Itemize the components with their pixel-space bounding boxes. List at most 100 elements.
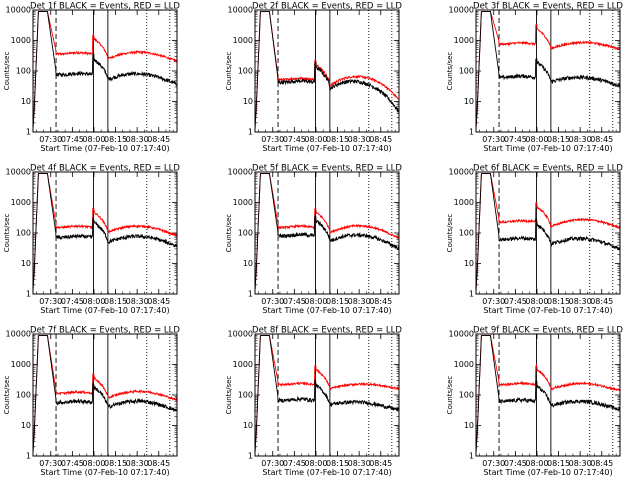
y-axis-label: Counts/sec [3,376,11,415]
y-tick-label: 100 [238,229,253,238]
y-tick-label: 1 [26,452,31,461]
x-tick-label: 07:30 [261,297,284,306]
y-tick-label: 10000 [6,330,31,339]
panel-title: Det 1f BLACK = Events, RED = LLD [30,2,180,12]
plot-frame [32,171,178,295]
y-tick-label: 1 [248,128,253,137]
y-tick-label: 1000 [454,36,474,45]
events-series-line [254,10,400,130]
x-tick-label: 08:00 [525,459,548,468]
y-axis-label: Counts/sec [3,214,11,253]
y-tick-label: 10 [21,259,31,268]
x-tick-label: 08:45 [369,459,392,468]
panel-title: Det 2f BLACK = Events, RED = LLD [252,2,402,12]
y-axis-label: Counts/sec [446,214,454,253]
x-tick-label: 07:30 [261,135,284,144]
x-tick-label: 08:15 [547,459,570,468]
y-tick-label: 10000 [228,168,253,177]
x-tick-label: 08:30 [569,297,592,306]
lld-series-line [475,172,621,292]
x-axis-label: Start Time (07-Feb-10 07:17:40) [262,306,391,315]
y-tick-label: 100 [16,229,31,238]
lld-series-line [254,172,400,292]
x-tick-label: 07:30 [39,459,62,468]
y-tick-label: 1000 [11,36,31,45]
x-tick-label: 08:45 [147,135,170,144]
x-tick-label: 08:45 [590,459,613,468]
y-axis-label: Counts/sec [446,52,454,91]
panel-3: Det 3f BLACK = Events, RED = LLD Counts/s… [446,2,623,154]
x-tick-label: 08:00 [525,297,548,306]
x-tick-label: 07:30 [261,459,284,468]
y-tick-label: 1 [248,290,253,299]
plot-frame [32,9,178,133]
y-tick-label: 1000 [233,360,253,369]
events-series-line [475,172,621,292]
x-tick-label: 07:30 [482,297,505,306]
x-tick-label: 08:15 [104,297,127,306]
x-axis-label: Start Time (07-Feb-10 07:17:40) [483,468,612,477]
panel-title: Det 4f BLACK = Events, RED = LLD [30,164,180,174]
x-tick-label: 07:30 [482,135,505,144]
panel-7: Det 7f BLACK = Events, RED = LLD Counts/s… [3,326,180,478]
y-axis-label: Counts/sec [225,52,233,91]
y-tick-label: 1000 [233,36,253,45]
panel-title: Det 3f BLACK = Events, RED = LLD [473,2,623,12]
y-tick-label: 10000 [449,168,474,177]
panel-5: Det 5f BLACK = Events, RED = LLD Counts/s… [225,164,402,316]
x-tick-label: 07:30 [482,459,505,468]
lld-series-line [32,172,178,292]
plot-frame [475,9,621,133]
plot-frame [254,171,400,295]
x-tick-label: 08:15 [326,297,349,306]
panel-6: Det 6f BLACK = Events, RED = LLD Counts/s… [446,164,623,316]
panel-title: Det 8f BLACK = Events, RED = LLD [252,326,402,336]
x-tick-label: 07:45 [61,135,84,144]
y-tick-label: 100 [459,391,474,400]
x-tick-label: 08:15 [326,459,349,468]
x-axis-label: Start Time (07-Feb-10 07:17:40) [40,468,169,477]
plot-frame [32,333,178,457]
y-tick-label: 10 [21,97,31,106]
lld-series-line [32,334,178,454]
events-series-line [32,334,178,454]
plot-frame [475,171,621,295]
x-tick-label: 08:00 [82,297,105,306]
y-tick-label: 100 [459,229,474,238]
x-tick-label: 07:45 [504,297,527,306]
x-axis-label: Start Time (07-Feb-10 07:17:40) [40,306,169,315]
x-tick-label: 08:45 [369,135,392,144]
x-tick-label: 07:45 [283,135,306,144]
x-axis-label: Start Time (07-Feb-10 07:17:40) [483,306,612,315]
plot-frame [475,333,621,457]
events-series-line [32,172,178,292]
x-tick-label: 08:30 [126,135,149,144]
lld-series-line [254,334,400,454]
y-tick-label: 100 [238,67,253,76]
y-axis-label: Counts/sec [446,376,454,415]
x-tick-label: 08:30 [126,459,149,468]
x-tick-label: 07:45 [283,459,306,468]
y-tick-label: 10 [243,97,253,106]
y-tick-label: 100 [459,67,474,76]
events-series-line [475,10,621,130]
plot-frame [254,9,400,133]
x-axis-label: Start Time (07-Feb-10 07:17:40) [40,144,169,153]
y-tick-label: 10 [21,421,31,430]
y-axis-label: Counts/sec [3,52,11,91]
x-tick-label: 08:00 [82,459,105,468]
x-tick-label: 07:45 [283,297,306,306]
x-tick-label: 08:30 [348,297,371,306]
x-tick-label: 07:45 [61,297,84,306]
y-tick-label: 10000 [228,6,253,15]
y-tick-label: 10000 [449,330,474,339]
x-axis-label: Start Time (07-Feb-10 07:17:40) [262,468,391,477]
y-tick-label: 10000 [228,330,253,339]
panel-1: Det 1f BLACK = Events, RED = LLD Counts/s… [3,2,180,154]
y-tick-label: 10 [243,421,253,430]
x-tick-label: 08:15 [104,459,127,468]
lld-series-line [254,10,400,130]
y-tick-label: 10000 [6,6,31,15]
y-tick-label: 10000 [6,168,31,177]
y-tick-label: 100 [16,67,31,76]
